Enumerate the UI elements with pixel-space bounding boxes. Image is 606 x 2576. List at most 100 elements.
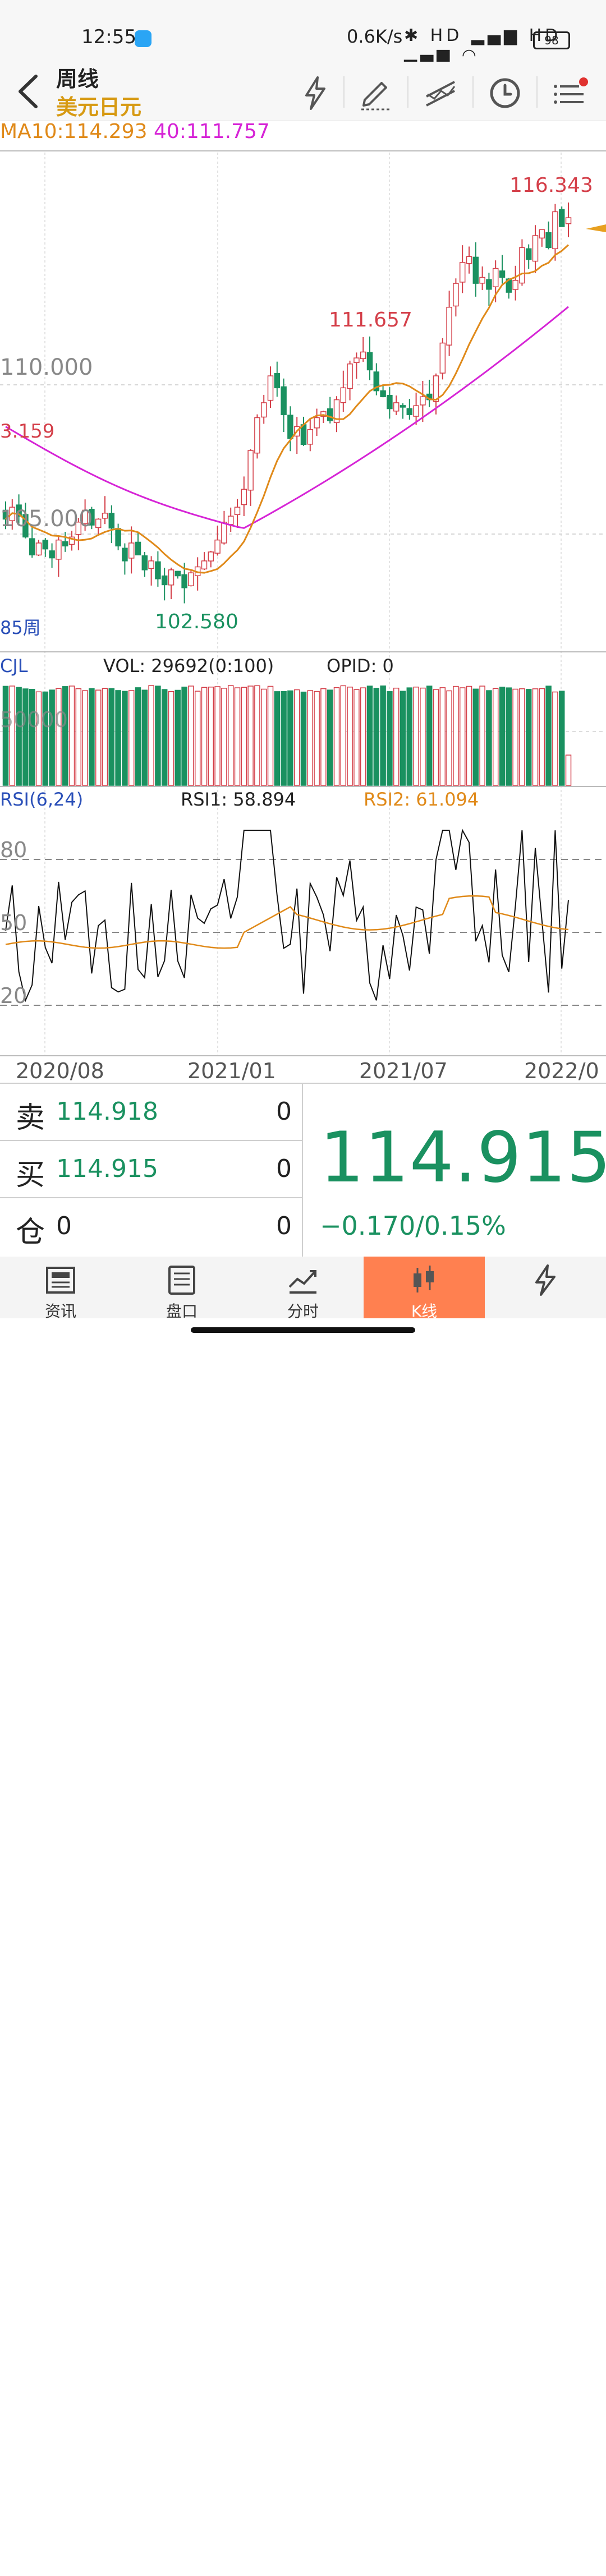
- volume-bar: [433, 689, 439, 786]
- candle-body: [208, 551, 214, 562]
- candle-body: [360, 351, 366, 359]
- rsi-indicator-name: RSI(6,24): [0, 789, 83, 810]
- sell-row[interactable]: 卖 114.918 0: [0, 1084, 302, 1141]
- volume-bar: [327, 689, 333, 786]
- candle-body: [135, 541, 141, 555]
- volume-bar: [201, 687, 208, 786]
- buy-row[interactable]: 买 114.915 0: [0, 1141, 302, 1198]
- header-divider: [536, 76, 538, 108]
- watermark: @Ak-47: [499, 2554, 574, 2576]
- candle-body: [260, 402, 267, 418]
- candle-body: [472, 256, 479, 284]
- back-arrow-icon[interactable]: [12, 72, 46, 111]
- volume-bar: [387, 691, 393, 786]
- tab-lightning[interactable]: [485, 1257, 606, 1318]
- volume-bar: [75, 688, 82, 786]
- volume-bar: [499, 687, 506, 786]
- home-indicator[interactable]: [191, 1327, 415, 1333]
- candle-body: [227, 516, 234, 525]
- candle-body: [128, 542, 135, 559]
- candle-body: [22, 514, 29, 538]
- rsi-tick-50: 50: [0, 910, 27, 935]
- volume-bar: [274, 691, 281, 786]
- volume-bar: [380, 685, 386, 786]
- volume-bar: [287, 690, 293, 786]
- rsi2-line: [5, 895, 569, 949]
- volume-y-tick: 50000: [0, 707, 68, 732]
- candle-body: [214, 539, 221, 554]
- volume-bar: [49, 689, 55, 786]
- menu-icon[interactable]: [550, 74, 588, 112]
- kline-chart[interactable]: 3.159 110.000 105.000 85周 116.343 111.65…: [0, 147, 606, 1083]
- tab-timeshare[interactable]: 分时: [242, 1257, 364, 1321]
- header-divider: [472, 76, 474, 108]
- news-icon: [46, 1267, 75, 1294]
- x-tick-2021-07: 2021/07: [359, 1059, 448, 1083]
- volume-bar: [539, 688, 545, 786]
- y-tick-110: 110.000: [0, 355, 93, 380]
- position-row[interactable]: 仓 0 0: [0, 1198, 302, 1254]
- volume-bar: [512, 688, 518, 786]
- volume-bar: [532, 688, 539, 786]
- status-time: 12:55: [81, 26, 136, 48]
- clock-icon[interactable]: [486, 74, 524, 112]
- volume-bar: [446, 690, 452, 786]
- volume-bar: [420, 687, 426, 786]
- candle-body: [247, 450, 254, 491]
- volume-bar: [525, 689, 532, 786]
- candle-body: [35, 542, 42, 556]
- lightning-icon[interactable]: [296, 74, 334, 112]
- volume-bar: [373, 688, 380, 786]
- volume-bar: [35, 691, 42, 786]
- volume-bar: [492, 688, 499, 786]
- ma40-line: [5, 306, 569, 529]
- candle-body: [519, 247, 525, 284]
- tab-orderbook[interactable]: 盘口: [121, 1257, 242, 1321]
- volume-bar: [188, 686, 194, 786]
- candle-body: [459, 262, 466, 283]
- volume-bar: [320, 688, 327, 786]
- current-price-pointer: [586, 224, 606, 232]
- tab-kline[interactable]: K线: [364, 1257, 485, 1321]
- pen-icon[interactable]: [357, 74, 395, 112]
- volume-bar: [314, 691, 320, 786]
- vertical-grid: [44, 153, 562, 1056]
- ma10-value: MA10:114.293: [0, 120, 148, 143]
- volume-bar: [506, 687, 512, 786]
- volume-bar: [466, 686, 472, 786]
- high-price-label: 116.343: [509, 174, 593, 197]
- volume-bar: [300, 691, 307, 786]
- timeshare-icon: [288, 1270, 316, 1294]
- trend-lines-icon[interactable]: [422, 74, 460, 112]
- candle-body: [545, 232, 552, 249]
- volume-bar: [221, 688, 227, 786]
- volume-bar: [519, 688, 525, 786]
- volume-bar: [234, 687, 241, 786]
- candle-body: [320, 411, 327, 417]
- volume-indicator-name: CJL: [0, 655, 28, 677]
- last-price: 114.915: [320, 1117, 606, 1198]
- volume-bars: [2, 685, 572, 786]
- candle-body: [108, 513, 115, 529]
- bottom-nav: 资讯 盘口 分时 K线 @Ak-47: [0, 1257, 606, 2576]
- x-tick-2020-08: 2020/08: [16, 1059, 104, 1083]
- candle-body: [380, 390, 386, 398]
- candle-body: [175, 571, 181, 577]
- candle-body: [201, 560, 208, 570]
- candle-body: [558, 209, 565, 227]
- quote-panel: 卖 114.918 0 买 114.915 0 仓 0 0 114.915 −0…: [0, 1083, 606, 1259]
- volume-bar: [135, 687, 141, 786]
- candle-body: [234, 507, 241, 516]
- candle-body: [525, 248, 532, 260]
- quote-divider: [302, 1084, 303, 1258]
- tab-news[interactable]: 资讯: [0, 1257, 121, 1321]
- volume-bar: [141, 689, 148, 786]
- volume-bar: [227, 685, 234, 786]
- volume-bar: [16, 687, 22, 786]
- volume-bar: [293, 689, 300, 786]
- candle-body: [115, 528, 121, 547]
- candle-body: [466, 256, 472, 264]
- volume-bar: [68, 686, 75, 786]
- candle-body: [406, 408, 413, 415]
- volume-bar: [281, 691, 287, 786]
